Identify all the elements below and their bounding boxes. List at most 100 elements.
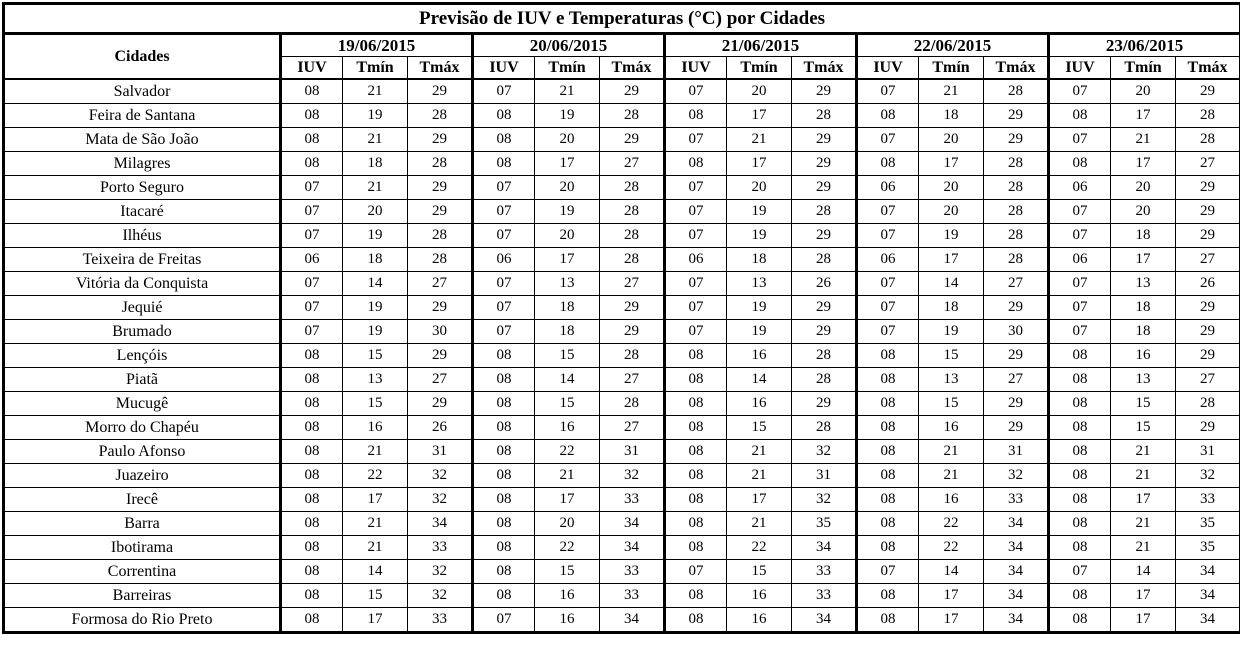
city-cell: Salvador [3, 78, 281, 104]
value-cell: 21 [918, 78, 984, 104]
value-cell: 08 [471, 367, 535, 392]
value-cell: 19 [726, 199, 792, 224]
value-cell: 18 [342, 247, 408, 272]
value-cell: 14 [918, 559, 984, 584]
city-cell: Barra [3, 511, 281, 536]
table-row: Mucugê 08 15 29 08 15 28 08 16 29 08 15 29 08 15 28 [3, 391, 1240, 416]
value-cell: 28 [407, 223, 473, 248]
value-cell: 08 [855, 343, 919, 368]
value-cell: 19 [534, 199, 600, 224]
value-cell: 20 [726, 175, 792, 200]
city-cell: Milagres [3, 151, 281, 176]
value-cell: 34 [791, 535, 857, 560]
value-cell: 06 [1047, 175, 1111, 200]
value-cell: 22 [534, 535, 600, 560]
table-row: Porto Seguro 07 21 29 07 20 28 07 20 29 06 20 28 06 20… [3, 175, 1240, 200]
value-cell: 14 [726, 367, 792, 392]
value-cell: 20 [534, 127, 600, 152]
value-cell: 07 [1047, 319, 1111, 344]
value-cell: 19 [342, 223, 408, 248]
value-cell: 27 [407, 367, 473, 392]
value-cell: 21 [918, 439, 984, 464]
city-cell: Lençóis [3, 343, 281, 368]
value-cell: 08 [279, 391, 343, 416]
value-cell: 13 [1110, 367, 1176, 392]
value-cell: 15 [1110, 391, 1176, 416]
value-cell: 18 [1110, 223, 1176, 248]
value-cell: 34 [983, 511, 1049, 536]
city-cell: Feira de Santana [3, 103, 281, 128]
value-cell: 28 [1174, 103, 1240, 128]
value-cell: 32 [407, 487, 473, 512]
value-cell: 31 [1174, 439, 1240, 464]
value-cell: 08 [855, 151, 919, 176]
value-cell: 27 [599, 151, 665, 176]
table-row: Teixeira de Freitas 06 18 28 06 17 28 06 18 28 06 1… [3, 247, 1240, 272]
table-row: Milagres 08 18 28 08 17 27 08 17 29 08 17 28 08 17 27 [3, 151, 1240, 176]
value-cell: 08 [471, 487, 535, 512]
value-cell: 08 [855, 391, 919, 416]
value-cell: 16 [726, 343, 792, 368]
table-row: Feira de Santana 08 19 28 08 19 28 08 17 28 08 18 29… [3, 103, 1240, 128]
value-cell: 28 [983, 151, 1049, 176]
table-row: Itacaré 07 20 29 07 19 28 07 19 28 07 20 28 07 20 29 [3, 199, 1240, 224]
value-cell: 13 [534, 271, 600, 296]
value-cell: 08 [855, 511, 919, 536]
value-cell: 28 [791, 103, 857, 128]
forecast-table: Previsão de IUV e Temperaturas (°C) por … [2, 2, 1240, 634]
subheader-iuv: IUV [279, 56, 343, 80]
value-cell: 20 [534, 511, 600, 536]
value-cell: 16 [534, 607, 600, 633]
table-row: Morro do Chapéu 08 16 26 08 16 27 08 15 28 08 16 29 0… [3, 415, 1240, 440]
value-cell: 29 [407, 175, 473, 200]
city-cell: Mata de São João [3, 127, 281, 152]
value-cell: 17 [1110, 151, 1176, 176]
value-cell: 15 [534, 343, 600, 368]
value-cell: 21 [342, 127, 408, 152]
value-cell: 17 [918, 607, 984, 633]
value-cell: 06 [279, 247, 343, 272]
value-cell: 32 [791, 487, 857, 512]
value-cell: 27 [983, 367, 1049, 392]
value-cell: 08 [471, 559, 535, 584]
value-cell: 17 [1110, 583, 1176, 608]
value-cell: 31 [983, 439, 1049, 464]
value-cell: 29 [1174, 415, 1240, 440]
value-cell: 15 [918, 343, 984, 368]
value-cell: 18 [726, 247, 792, 272]
value-cell: 17 [1110, 607, 1176, 633]
value-cell: 33 [791, 583, 857, 608]
value-cell: 14 [918, 271, 984, 296]
value-cell: 08 [855, 367, 919, 392]
value-cell: 19 [726, 295, 792, 320]
value-cell: 17 [918, 151, 984, 176]
city-cell: Formosa do Rio Preto [3, 607, 281, 633]
value-cell: 21 [342, 511, 408, 536]
value-cell: 28 [791, 415, 857, 440]
table-row: Juazeiro 08 22 32 08 21 32 08 21 31 08 21 32 08 21 32 [3, 463, 1240, 488]
value-cell: 19 [342, 103, 408, 128]
value-cell: 31 [599, 439, 665, 464]
value-cell: 14 [342, 559, 408, 584]
subheader-tmax: Tmáx [1174, 56, 1240, 80]
value-cell: 08 [471, 343, 535, 368]
date-header-2: 20/06/2015 [471, 33, 665, 57]
value-cell: 07 [663, 559, 727, 584]
value-cell: 21 [534, 463, 600, 488]
value-cell: 08 [1047, 151, 1111, 176]
value-cell: 22 [726, 535, 792, 560]
subheader-tmax: Tmáx [407, 56, 473, 80]
table-row: Ibotirama 08 21 33 08 22 34 08 22 34 08 22 34 08 21 35 [3, 535, 1240, 560]
value-cell: 22 [534, 439, 600, 464]
value-cell: 18 [1110, 319, 1176, 344]
value-cell: 18 [534, 319, 600, 344]
value-cell: 29 [791, 319, 857, 344]
value-cell: 28 [599, 223, 665, 248]
value-cell: 29 [1174, 199, 1240, 224]
value-cell: 22 [918, 535, 984, 560]
value-cell: 27 [599, 415, 665, 440]
value-cell: 21 [1110, 463, 1176, 488]
subheader-tmax: Tmáx [599, 56, 665, 80]
value-cell: 08 [663, 463, 727, 488]
value-cell: 08 [855, 535, 919, 560]
